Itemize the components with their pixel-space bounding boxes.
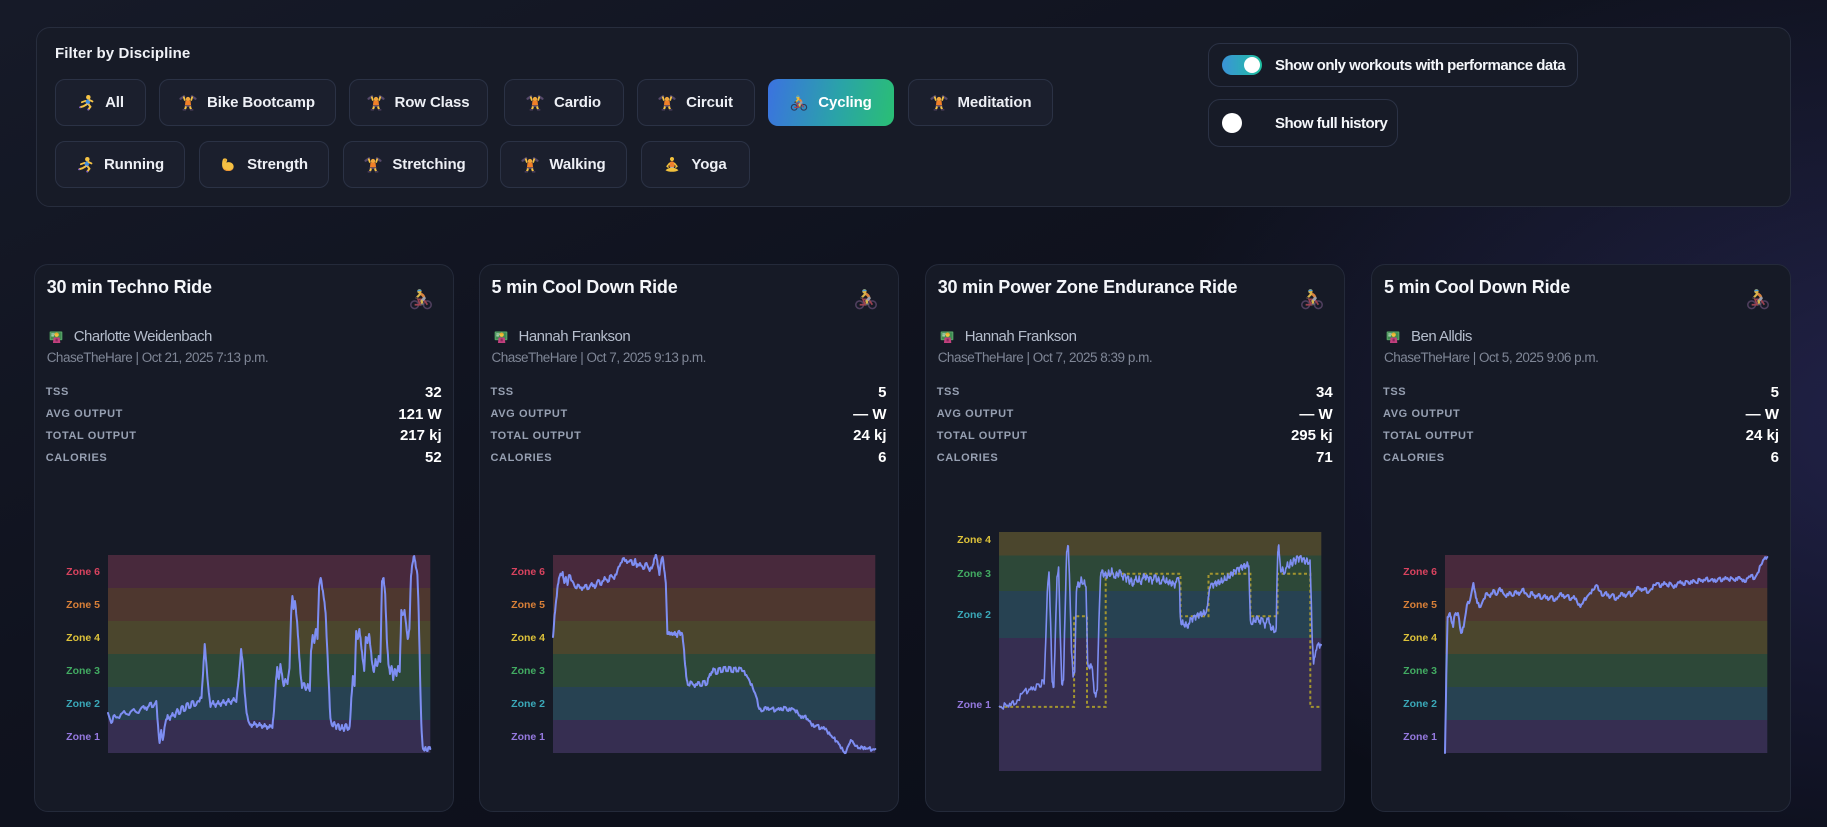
svg-text:Zone 3: Zone 3 [957, 568, 991, 580]
svg-text:Zone 6: Zone 6 [66, 566, 100, 578]
svg-text:Zone 1: Zone 1 [511, 731, 545, 743]
svg-text:Zone 4: Zone 4 [957, 534, 991, 546]
svg-text:Zone 3: Zone 3 [511, 665, 545, 677]
svg-text:Zone 2: Zone 2 [66, 698, 100, 710]
svg-text:Zone 5: Zone 5 [66, 599, 100, 611]
svg-text:Zone 4: Zone 4 [66, 632, 100, 644]
svg-text:Zone 6: Zone 6 [511, 566, 545, 578]
svg-text:Zone 5: Zone 5 [1403, 599, 1437, 611]
svg-text:Zone 6: Zone 6 [1403, 566, 1437, 578]
svg-text:Zone 4: Zone 4 [1403, 632, 1437, 644]
svg-text:Zone 1: Zone 1 [957, 699, 991, 711]
svg-text:Zone 2: Zone 2 [511, 698, 545, 710]
svg-text:Zone 1: Zone 1 [66, 731, 100, 743]
svg-text:Zone 2: Zone 2 [957, 609, 991, 621]
svg-text:Zone 4: Zone 4 [511, 632, 545, 644]
svg-text:Zone 1: Zone 1 [1403, 731, 1437, 743]
svg-text:Zone 5: Zone 5 [511, 599, 545, 611]
svg-text:Zone 2: Zone 2 [1403, 698, 1437, 710]
svg-text:Zone 3: Zone 3 [66, 665, 100, 677]
svg-text:Zone 3: Zone 3 [1403, 665, 1437, 677]
